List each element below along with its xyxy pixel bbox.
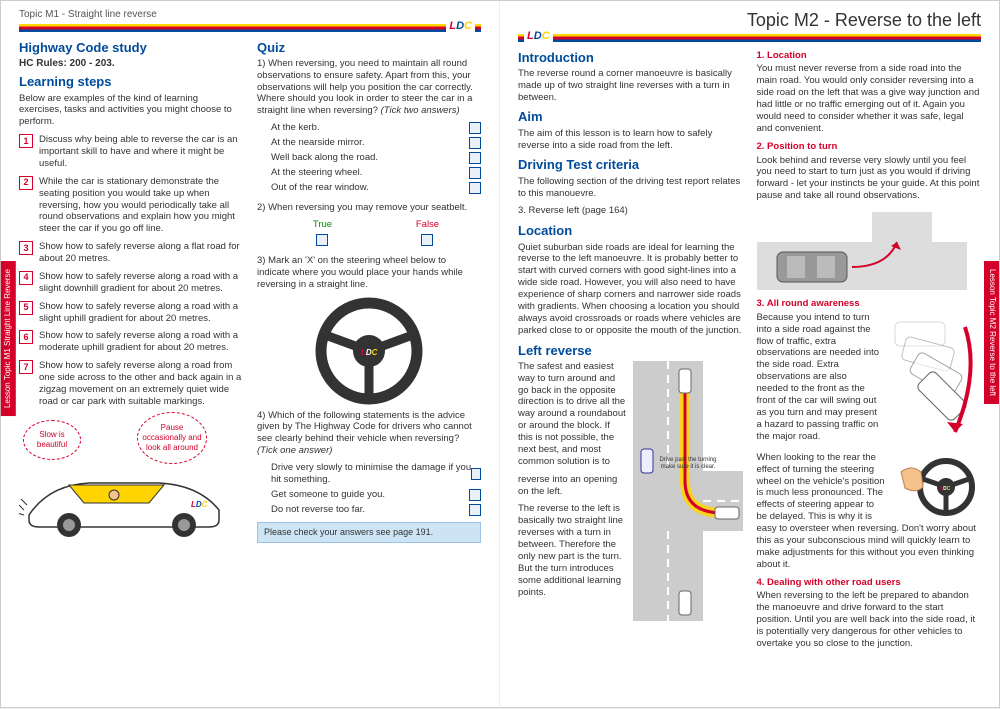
step-5: 5Show how to safely reverse along a road… xyxy=(19,301,243,325)
checkbox[interactable] xyxy=(316,234,328,246)
color-rule: LDC xyxy=(518,34,981,42)
point4-title: 4. Dealing with other road users xyxy=(757,577,982,589)
q1-opt: At the steering wheel. xyxy=(271,167,481,179)
quiz-title: Quiz xyxy=(257,40,481,56)
point1-title: 1. Location xyxy=(757,50,982,62)
car-icon: LDC xyxy=(19,455,239,540)
road-caption: Drive past the turningmake sure it is cl… xyxy=(659,457,716,470)
right-page: Lesson Topic M2 Reverse to the left Topi… xyxy=(500,1,999,709)
point3-title: 3. All round awareness xyxy=(757,298,982,310)
step-num: 5 xyxy=(19,301,33,315)
right-columns: Introduction The reverse round a corner … xyxy=(518,50,981,656)
quiz-q1: 1) When reversing, you need to maintain … xyxy=(257,58,481,117)
topic-header-left: Topic M1 - Straight line reverse xyxy=(19,9,481,22)
ldc-logo: LDC xyxy=(446,20,475,34)
q1-opt: Out of the rear window. xyxy=(271,182,481,194)
svg-text:LDC: LDC xyxy=(361,348,378,357)
bubble-slow: Slow is beautiful xyxy=(23,420,81,460)
step-num: 7 xyxy=(19,360,33,374)
step-6: 6Show how to safely reverse along a road… xyxy=(19,330,243,354)
ldc-logo: LDC xyxy=(524,30,553,44)
tf-row: True False xyxy=(271,219,481,249)
intro-title: Introduction xyxy=(518,50,743,66)
checkbox[interactable] xyxy=(421,234,433,246)
location-title: Location xyxy=(518,223,743,239)
location-text: Quiet suburban side roads are ideal for … xyxy=(518,242,743,337)
point2-text: Look behind and reverse very slowly unti… xyxy=(757,155,982,203)
side-tab-right: Lesson Topic M2 Reverse to the left xyxy=(984,261,999,404)
steps-title: Learning steps xyxy=(19,74,243,90)
point1-text: You must never reverse from a side road … xyxy=(757,63,982,134)
step-2: 2While the car is stationary demonstrate… xyxy=(19,176,243,235)
svg-text:LDC: LDC xyxy=(191,500,208,509)
car-top-view-icon xyxy=(757,212,967,290)
checkbox[interactable] xyxy=(469,167,481,179)
hc-rules: HC Rules: 200 - 203. xyxy=(19,58,243,71)
highway-title: Highway Code study xyxy=(19,40,243,56)
q1-opt: Well back along the road. xyxy=(271,152,481,164)
q1-opt: At the nearside mirror. xyxy=(271,137,481,149)
q1-opt: At the kerb. xyxy=(271,122,481,134)
leftrev-title: Left reverse xyxy=(518,343,743,359)
topic-header-right: Topic M2 - Reverse to the left xyxy=(518,9,981,32)
car-illustration: Slow is beautiful Pause occasionally and… xyxy=(19,420,243,540)
q4-opt: Do not reverse too far. xyxy=(271,504,481,516)
quiz-q2: 2) When reversing you may remove your se… xyxy=(257,202,481,214)
quiz-q4: 4) Which of the following statements is … xyxy=(257,410,481,458)
answers-box: Please check your answers see page 191. xyxy=(257,522,481,543)
left-columns: Highway Code study HC Rules: 200 - 203. … xyxy=(19,40,481,544)
checkbox[interactable] xyxy=(469,152,481,164)
right-col1: Introduction The reverse round a corner … xyxy=(518,50,743,656)
svg-text:LDC: LDC xyxy=(940,486,951,492)
checkbox[interactable] xyxy=(469,137,481,149)
checkbox[interactable] xyxy=(469,504,481,516)
road-junction-icon: Drive past the turningmake sure it is cl… xyxy=(633,361,743,621)
criteria-title: Driving Test criteria xyxy=(518,157,743,173)
left-col2: Quiz 1) When reversing, you need to main… xyxy=(257,40,481,544)
steps-intro: Below are examples of the kind of learni… xyxy=(19,93,243,129)
page-spread: Lesson Topic M1 Straight Line Reverse To… xyxy=(0,0,1000,708)
step-3: 3Show how to safely reverse along a flat… xyxy=(19,241,243,265)
point2-title: 2. Position to turn xyxy=(757,141,982,153)
point4-text: When reversing to the left be prepared t… xyxy=(757,590,982,649)
color-rule: LDC xyxy=(19,24,481,32)
checkbox[interactable] xyxy=(469,489,481,501)
swing-arrow-icon xyxy=(885,312,981,452)
right-col2: 1. Location You must never reverse from … xyxy=(757,50,982,656)
step-num: 6 xyxy=(19,330,33,344)
step-1: 1Discuss why being able to reverse the c… xyxy=(19,134,243,170)
q4-opt: Drive very slowly to minimise the damage… xyxy=(271,462,481,486)
left-col1: Highway Code study HC Rules: 200 - 203. … xyxy=(19,40,243,544)
aim-text: The aim of this lesson is to learn how t… xyxy=(518,128,743,152)
checkbox[interactable] xyxy=(469,182,481,194)
step-4: 4Show how to safely reverse along a road… xyxy=(19,271,243,295)
side-tab-left: Lesson Topic M1 Straight Line Reverse xyxy=(1,261,16,416)
hand-wheel-icon: LDC xyxy=(891,452,981,522)
step-7: 7Show how to safely reverse along a road… xyxy=(19,360,243,408)
aim-title: Aim xyxy=(518,109,743,125)
step-num: 3 xyxy=(19,241,33,255)
criteria-text: The following section of the driving tes… xyxy=(518,176,743,200)
checkbox[interactable] xyxy=(469,122,481,134)
left-page: Lesson Topic M1 Straight Line Reverse To… xyxy=(1,1,500,709)
q4-opt: Get someone to guide you. xyxy=(271,489,481,501)
false-option: False xyxy=(416,219,439,249)
steering-wheel-icon: LDC xyxy=(314,296,424,406)
step-num: 4 xyxy=(19,271,33,285)
true-option: True xyxy=(313,219,332,249)
quiz-q3: 3) Mark an 'X' on the steering wheel bel… xyxy=(257,255,481,291)
criteria-item: 3. Reverse left (page 164) xyxy=(518,205,743,217)
intro-text: The reverse round a corner manoeuvre is … xyxy=(518,68,743,104)
checkbox[interactable] xyxy=(471,468,481,480)
step-num: 1 xyxy=(19,134,33,148)
step-num: 2 xyxy=(19,176,33,190)
